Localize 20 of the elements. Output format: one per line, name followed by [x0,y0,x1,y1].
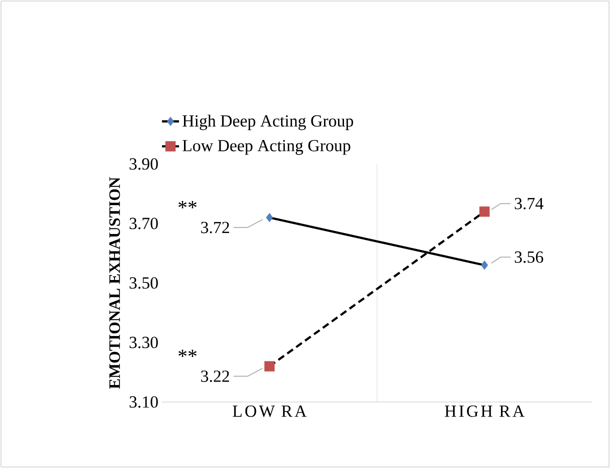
annotation: ** [178,350,196,358]
legend-label: High Deep Acting Group [182,114,354,130]
y-tick-label: 3.90 [130,158,158,170]
data-label: 3.74 [514,198,544,210]
point [480,260,488,270]
point [266,212,274,222]
y-tick-label: 3.70 [130,218,158,230]
y-tick-label: 3.50 [130,277,158,289]
data-label: 3.56 [514,251,544,263]
x-tick-label: LOW RA [232,406,307,417]
legend-label: Low Deep Acting Group [182,140,350,155]
point [264,361,275,372]
y-tick-label: 3.10 [130,396,158,408]
x-tick-label: HIGH RA [444,406,524,417]
y-tick-label: 3.30 [130,336,158,348]
data-label: 3.72 [201,222,230,234]
data-label: 3.22 [201,370,230,382]
point [479,206,490,217]
y-axis-title: EMOTIONAL EXHAUSTION [109,177,120,389]
annotation: ** [178,200,196,208]
